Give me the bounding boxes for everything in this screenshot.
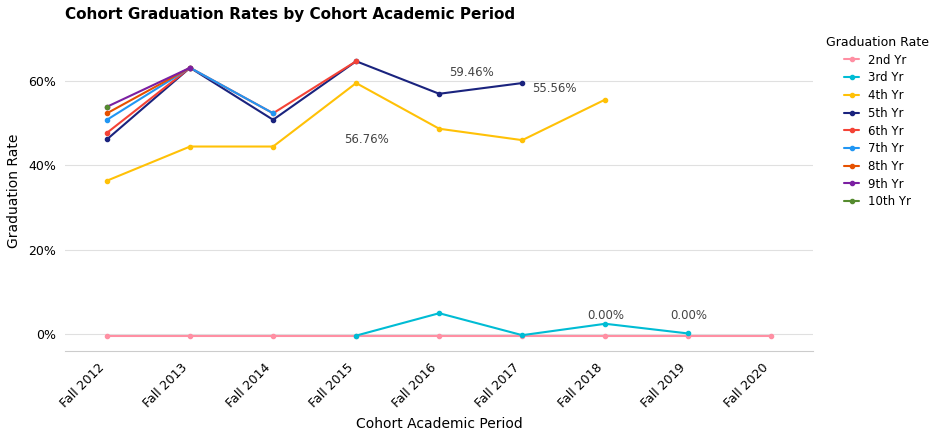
4th Yr [184,144,196,149]
2nd Yr [517,334,528,339]
3rd Yr [350,333,361,338]
4th Yr [600,97,611,102]
Line: 3rd Yr: 3rd Yr [354,311,691,338]
5th Yr [184,65,196,71]
2nd Yr [433,334,445,339]
3rd Yr [517,332,528,338]
Text: Cohort Graduation Rates by Cohort Academic Period: Cohort Graduation Rates by Cohort Academ… [66,7,516,22]
4th Yr [350,81,361,86]
7th Yr [268,111,279,116]
Line: 7th Yr: 7th Yr [105,66,275,122]
Line: 5th Yr: 5th Yr [105,59,524,141]
6th Yr [101,130,112,135]
Line: 9th Yr: 9th Yr [105,66,192,109]
2nd Yr [184,334,196,339]
6th Yr [268,111,279,116]
6th Yr [350,59,361,64]
3rd Yr [682,331,694,336]
2nd Yr [101,334,112,339]
8th Yr [184,65,196,71]
8th Yr [101,111,112,116]
3rd Yr [433,311,445,316]
5th Yr [350,59,361,64]
Text: 0.00%: 0.00% [670,309,707,321]
4th Yr [101,178,112,184]
X-axis label: Cohort Academic Period: Cohort Academic Period [356,417,522,431]
Line: 8th Yr: 8th Yr [105,66,192,115]
7th Yr [184,65,196,71]
Line: 2nd Yr: 2nd Yr [105,334,773,339]
Text: 0.00%: 0.00% [587,309,623,321]
5th Yr [268,117,279,122]
2nd Yr [350,334,361,339]
3rd Yr [600,321,611,326]
Y-axis label: Graduation Rate: Graduation Rate [7,134,21,248]
5th Yr [101,137,112,142]
Text: 55.56%: 55.56% [533,82,577,95]
Line: 4th Yr: 4th Yr [105,81,607,183]
4th Yr [268,144,279,149]
Line: 6th Yr: 6th Yr [105,59,358,135]
2nd Yr [682,334,694,339]
4th Yr [517,138,528,143]
7th Yr [101,117,112,122]
5th Yr [517,81,528,86]
9th Yr [101,104,112,110]
4th Yr [433,126,445,131]
5th Yr [433,91,445,96]
Legend: 2nd Yr, 3rd Yr, 4th Yr, 5th Yr, 6th Yr, 7th Yr, 8th Yr, 9th Yr, 10th Yr: 2nd Yr, 3rd Yr, 4th Yr, 5th Yr, 6th Yr, … [826,36,929,208]
9th Yr [184,65,196,71]
2nd Yr [268,334,279,339]
2nd Yr [766,334,777,339]
6th Yr [184,65,196,71]
Text: 59.46%: 59.46% [449,66,494,79]
2nd Yr [600,334,611,339]
Text: 56.76%: 56.76% [344,133,388,146]
